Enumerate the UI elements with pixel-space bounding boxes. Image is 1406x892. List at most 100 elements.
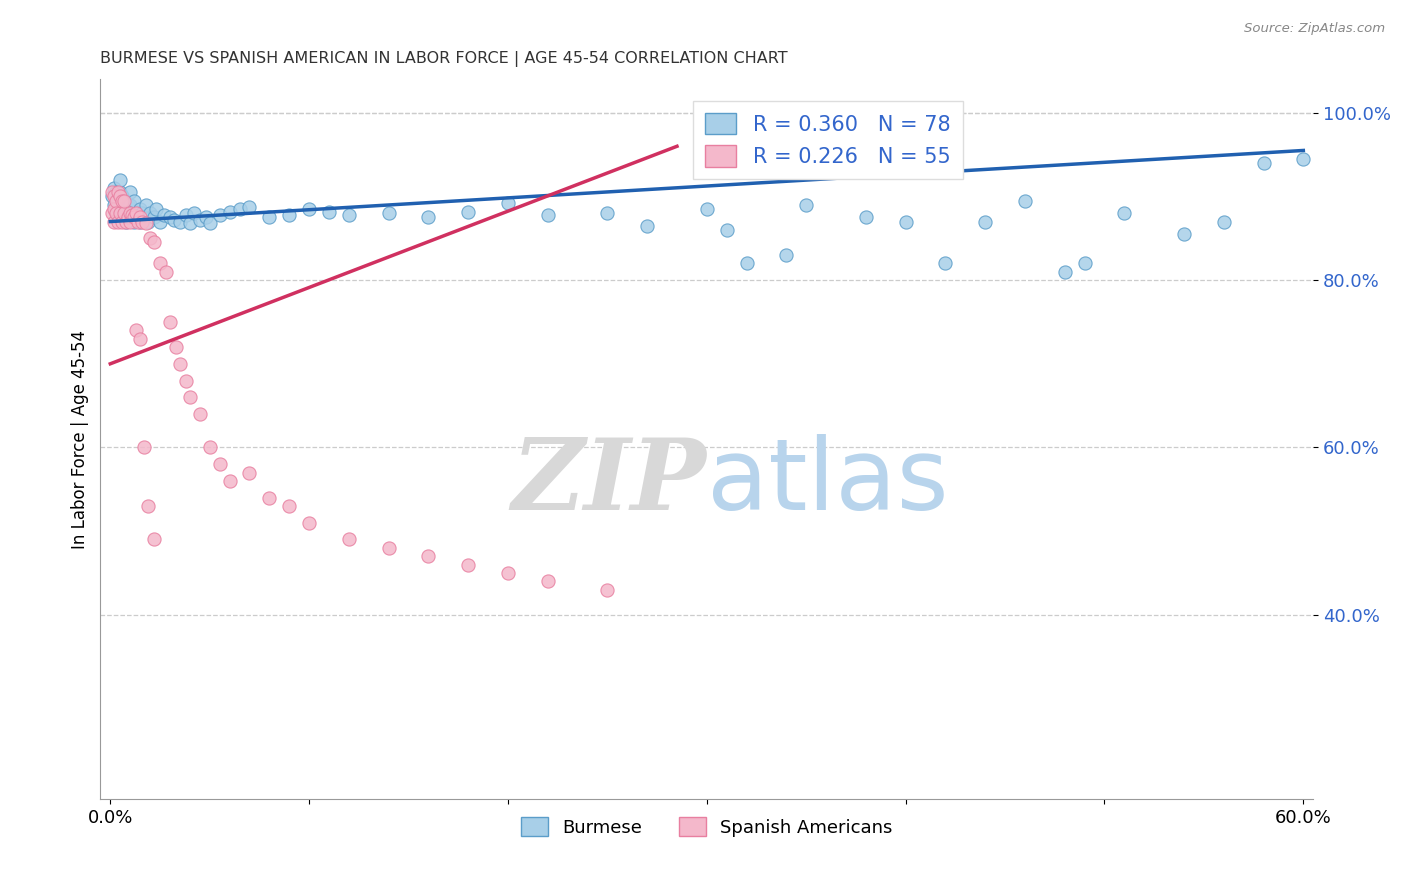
Point (1173, 227, 1195, 241)
Y-axis label: In Labor Force | Age 45-54: In Labor Force | Age 45-54 (72, 329, 89, 549)
Point (121, 208, 143, 222)
Point (112, 194, 135, 208)
Point (136, 499, 159, 513)
Point (418, 549, 440, 564)
Point (855, 211, 877, 225)
Point (259, 491, 281, 505)
Point (135, 198, 157, 212)
Point (179, 216, 201, 230)
Point (179, 390, 201, 404)
Point (198, 216, 221, 230)
Point (125, 323, 148, 337)
Point (974, 214, 997, 228)
Point (125, 206, 148, 220)
Point (183, 206, 205, 220)
Point (218, 204, 240, 219)
Point (298, 202, 321, 216)
Point (1292, 152, 1315, 166)
Point (278, 499, 301, 513)
Point (129, 211, 152, 225)
Point (120, 186, 142, 200)
Point (103, 202, 125, 216)
Point (110, 186, 132, 200)
Text: atlas: atlas (707, 434, 949, 531)
Point (228, 202, 250, 216)
Point (188, 213, 211, 227)
Point (1073, 256, 1095, 270)
Point (107, 214, 129, 228)
Point (103, 198, 125, 212)
Point (110, 189, 132, 203)
Point (1014, 194, 1036, 208)
Point (1053, 265, 1076, 279)
Point (115, 214, 138, 228)
Point (129, 332, 152, 346)
Point (596, 206, 619, 220)
Point (174, 208, 197, 222)
Point (120, 198, 142, 212)
Point (934, 256, 956, 270)
Point (103, 181, 125, 195)
Point (636, 219, 658, 233)
Point (149, 214, 172, 228)
Point (129, 202, 152, 216)
Point (127, 214, 149, 228)
Point (259, 211, 281, 225)
Point (111, 189, 134, 203)
Point (337, 533, 360, 547)
Point (105, 194, 128, 208)
Point (110, 206, 132, 220)
Point (169, 357, 191, 371)
Point (107, 194, 129, 208)
Point (101, 189, 124, 203)
Point (131, 206, 153, 220)
Text: Source: ZipAtlas.com: Source: ZipAtlas.com (1244, 22, 1385, 36)
Point (110, 198, 132, 212)
Point (120, 211, 142, 225)
Point (537, 208, 560, 222)
Point (145, 202, 167, 216)
Point (174, 374, 197, 388)
Point (496, 566, 519, 580)
Point (115, 202, 138, 216)
Point (131, 214, 153, 228)
Point (163, 213, 186, 227)
Point (105, 206, 128, 220)
Point (122, 214, 145, 228)
Point (418, 211, 440, 225)
Point (278, 208, 301, 222)
Point (143, 211, 166, 225)
Point (208, 208, 231, 222)
Point (377, 206, 399, 220)
Point (377, 541, 399, 555)
Point (115, 214, 138, 228)
Text: ZIP: ZIP (512, 434, 707, 531)
Point (318, 204, 340, 219)
Point (132, 441, 155, 455)
Point (139, 231, 162, 245)
Point (238, 200, 260, 214)
Point (735, 256, 758, 270)
Point (117, 211, 139, 225)
Point (103, 189, 125, 203)
Point (127, 211, 149, 225)
Point (129, 214, 152, 228)
Point (716, 223, 738, 237)
Point (457, 558, 479, 572)
Point (894, 214, 917, 228)
Point (120, 206, 142, 220)
Point (107, 211, 129, 225)
Point (218, 474, 240, 488)
Point (132, 211, 155, 225)
Point (537, 574, 560, 589)
Point (120, 214, 142, 228)
Point (143, 533, 166, 547)
Point (105, 206, 128, 220)
Legend: Burmese, Spanish Americans: Burmese, Spanish Americans (513, 810, 900, 844)
Point (496, 196, 519, 211)
Point (194, 211, 217, 225)
Text: BURMESE VS SPANISH AMERICAN IN LABOR FORCE | AGE 45-54 CORRELATION CHART: BURMESE VS SPANISH AMERICAN IN LABOR FOR… (100, 51, 787, 67)
Point (149, 256, 172, 270)
Point (135, 216, 157, 230)
Point (121, 206, 143, 220)
